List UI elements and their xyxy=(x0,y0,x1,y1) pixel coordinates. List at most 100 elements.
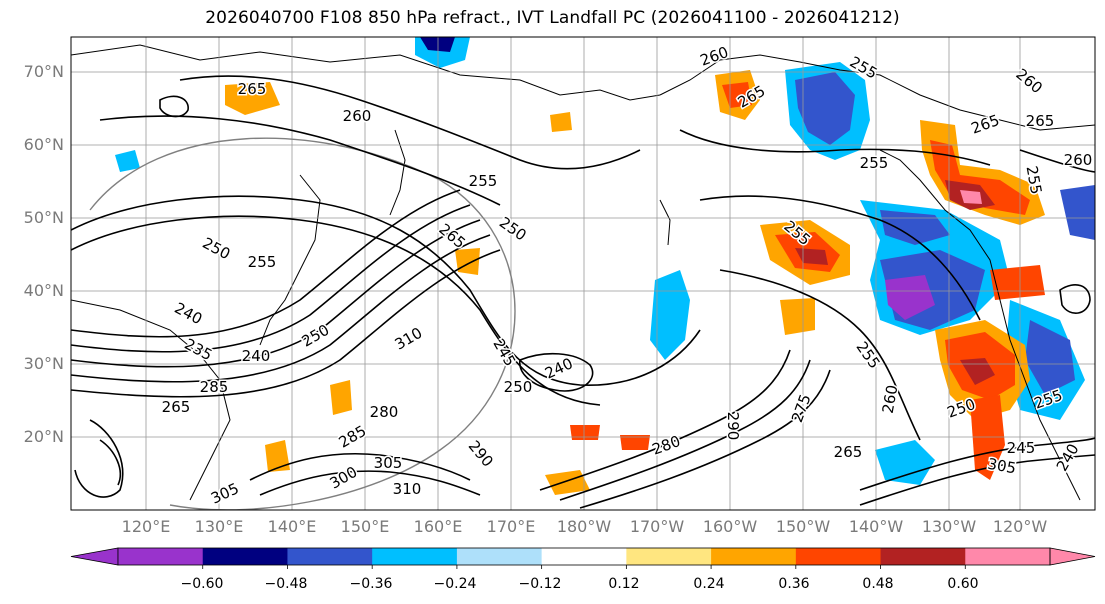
contour-line xyxy=(99,439,122,486)
contour-label: 290 xyxy=(724,412,742,441)
lon-label: 170°W xyxy=(629,517,685,536)
contour-line xyxy=(249,452,471,481)
contour-label: 305 xyxy=(374,454,403,472)
colorbar-swatch xyxy=(965,548,1051,565)
colorbar-frame xyxy=(117,547,1051,566)
contour-line xyxy=(71,189,461,338)
positive-region xyxy=(960,190,982,204)
shaded-field xyxy=(115,37,1095,495)
contour-line xyxy=(1019,149,1095,173)
colorbar-swatch xyxy=(372,548,458,565)
colorbar-swatch xyxy=(880,548,966,565)
lat-label: 60°N xyxy=(23,135,64,154)
contour-line xyxy=(71,219,481,368)
contour-label: 265 xyxy=(238,80,267,98)
colorbar-swatch xyxy=(541,548,627,565)
contour-label: 260 xyxy=(1064,151,1093,169)
contour-line xyxy=(179,75,641,170)
positive-region xyxy=(960,358,995,385)
coastline xyxy=(259,174,321,346)
colorbar-swatch xyxy=(456,548,543,565)
colorbar-tick: 0.48 xyxy=(862,576,894,592)
lon-label: 120°W xyxy=(992,517,1048,536)
lon-label: 120°E xyxy=(121,517,171,536)
contour-line xyxy=(71,204,471,353)
negative-region xyxy=(875,440,935,485)
colorbar-swatch xyxy=(202,548,288,565)
contour-line xyxy=(859,437,1095,491)
contour-line xyxy=(259,470,481,496)
negative-region xyxy=(420,37,455,52)
colorbar xyxy=(70,547,1096,569)
positive-region xyxy=(570,425,600,440)
lon-label: 130°W xyxy=(921,517,977,536)
colorbar-swatch xyxy=(711,548,797,565)
positive-region xyxy=(225,82,280,115)
contour-line xyxy=(74,419,124,498)
lon-label: 140°E xyxy=(267,517,317,536)
colorbar-tick: 0.24 xyxy=(693,576,725,592)
colorbar-swatch xyxy=(795,548,882,565)
negative-region xyxy=(880,210,950,245)
lat-label: 30°N xyxy=(23,354,64,373)
contour-line xyxy=(71,249,501,398)
coastline xyxy=(71,44,661,101)
lon-label: 150°E xyxy=(340,517,390,536)
map-frame xyxy=(70,36,1096,511)
reference-arc xyxy=(89,137,516,510)
colorbar-swatch xyxy=(287,548,373,565)
colorbar-extend-high xyxy=(1049,547,1096,566)
lat-label: 70°N xyxy=(23,62,64,81)
contour-line xyxy=(699,195,981,321)
lat-label: 40°N xyxy=(23,281,64,300)
contour-label: 265 xyxy=(834,443,863,461)
contour-line xyxy=(1059,284,1091,314)
colorbar-tick: −0.60 xyxy=(180,576,224,592)
reference-circle xyxy=(89,137,516,510)
negative-region xyxy=(1060,185,1095,240)
contour-line xyxy=(859,454,1095,506)
contour-label: 285 xyxy=(200,378,229,396)
positive-region xyxy=(330,380,352,415)
colorbar-extend-low xyxy=(70,547,119,566)
lon-label: 150°W xyxy=(775,517,831,536)
contour-line xyxy=(559,359,811,501)
negative-region xyxy=(885,275,935,320)
contour-line xyxy=(719,269,921,441)
coastline xyxy=(659,54,1095,131)
contour-line xyxy=(519,352,594,392)
positive-region xyxy=(550,112,572,132)
contour-line xyxy=(71,234,491,383)
lon-label: 160°E xyxy=(413,517,463,536)
lon-label: 140°W xyxy=(848,517,904,536)
contour-line xyxy=(579,369,831,509)
graticule xyxy=(71,37,1095,510)
contour-line xyxy=(159,95,189,118)
contour-line xyxy=(71,215,601,406)
contour-label: 265 xyxy=(162,398,191,416)
lat-label: 50°N xyxy=(23,208,64,227)
contour-label: 245 xyxy=(1007,439,1036,457)
contour-label: 255 xyxy=(248,253,277,271)
lon-label: 170°E xyxy=(486,517,536,536)
contour-line xyxy=(539,349,791,491)
map-title: 2026040700 F108 850 hPa refract., IVT La… xyxy=(205,8,900,28)
lon-label: 160°W xyxy=(702,517,758,536)
contour-label: 280 xyxy=(370,403,399,421)
negative-region xyxy=(650,270,690,360)
colorbar-swatch xyxy=(626,548,712,565)
contour-label: 255 xyxy=(860,154,889,172)
contour-label: 240 xyxy=(242,347,271,365)
contours xyxy=(71,75,1095,509)
contour-label: 260 xyxy=(343,107,372,125)
colorbar-swatch xyxy=(118,548,204,565)
contour-label: 255 xyxy=(469,172,498,190)
positive-region xyxy=(455,248,480,275)
colorbar-tick: −0.12 xyxy=(518,576,562,592)
lon-label: 130°E xyxy=(194,517,244,536)
contour-label: 310 xyxy=(393,480,422,498)
contour-line xyxy=(71,195,701,386)
contour-label: 265 xyxy=(1026,112,1055,130)
contour-label: 250 xyxy=(504,378,533,396)
positive-region xyxy=(970,395,1005,480)
